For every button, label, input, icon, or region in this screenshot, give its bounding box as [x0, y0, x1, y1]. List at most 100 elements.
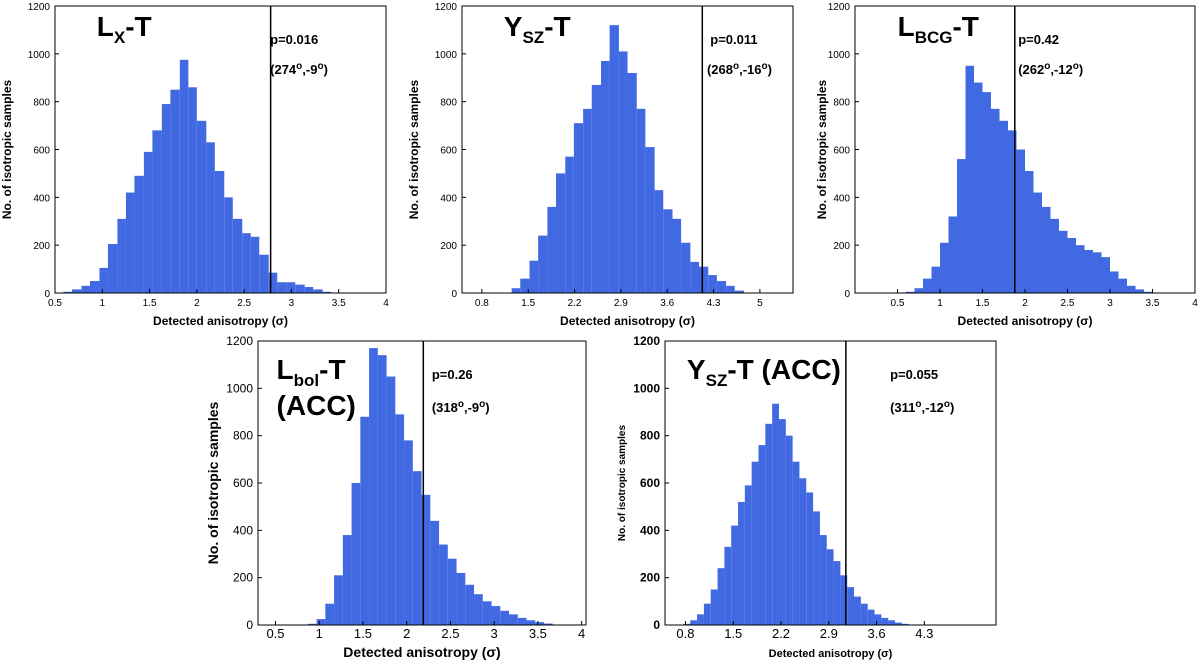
histogram-bar	[965, 65, 974, 294]
direction-label: (262o,-12o)	[1018, 61, 1083, 77]
histogram-bar	[63, 291, 73, 293]
x-axis-label: Detected anisotropy (σ)	[343, 644, 500, 660]
histogram-bar	[529, 260, 539, 293]
histogram-bar	[792, 461, 800, 625]
histogram-bar	[744, 485, 752, 625]
y-tick-label: 1200	[28, 2, 51, 13]
histogram-bar	[627, 72, 637, 293]
histogram-bar	[894, 622, 902, 625]
histogram-bar	[906, 291, 915, 293]
histogram-bar	[734, 290, 745, 293]
histogram-bar	[982, 92, 991, 293]
y-tick-label: 400	[640, 523, 660, 537]
histogram-bar	[840, 575, 848, 625]
histogram-bar	[901, 623, 909, 625]
panel-title: YSZ-T	[504, 11, 571, 47]
y-tick-label: 1000	[435, 50, 458, 61]
histogram-bar	[957, 159, 966, 293]
x-tick-label: 0.8	[475, 298, 489, 309]
histogram-bar	[1076, 245, 1085, 293]
histogram-bar	[81, 285, 90, 293]
histogram-bar	[778, 419, 786, 625]
histogram-bar	[304, 287, 314, 293]
histogram-bar	[999, 120, 1008, 293]
histogram-bar	[377, 355, 387, 625]
x-tick-label: 3	[491, 626, 498, 641]
x-tick-label: 3.6	[868, 626, 886, 641]
y-tick-label: 800	[440, 98, 457, 109]
histogram-bar	[511, 288, 521, 293]
histogram-bar	[573, 123, 584, 293]
x-tick-label: 2.5	[441, 626, 459, 641]
histogram-bar	[224, 197, 233, 293]
x-axis-label: Detected anisotropy (σ)	[769, 648, 893, 660]
histogram-bar	[1033, 192, 1042, 293]
histogram-bar	[703, 603, 711, 625]
y-tick-label: 400	[833, 193, 850, 204]
histogram-bar	[717, 568, 725, 625]
histogram-bar	[316, 619, 326, 625]
p-value-label: p=0.42	[1018, 32, 1059, 47]
x-tick-label: 2	[403, 626, 410, 641]
y-tick-label: 1000	[828, 50, 851, 61]
y-tick-label: 0	[44, 289, 50, 300]
histogram-bar	[465, 584, 475, 625]
histogram-bar	[1050, 218, 1059, 293]
y-tick-label: 1200	[226, 334, 253, 348]
histogram-bar	[847, 587, 855, 625]
histogram-bar	[940, 242, 949, 293]
p-value-label: p=0.016	[270, 32, 318, 47]
histogram-bar	[672, 218, 682, 293]
y-tick-label: 800	[233, 429, 253, 443]
histogram-bar	[232, 218, 243, 293]
y-tick-label: 600	[833, 146, 850, 157]
histogram-bar	[565, 156, 574, 293]
histogram-bar	[456, 572, 466, 625]
histogram-bar	[134, 175, 144, 293]
y-tick-label: 800	[640, 429, 660, 443]
histogram-bar	[813, 511, 820, 625]
histogram-bar	[724, 546, 732, 625]
histogram-bar	[860, 603, 868, 625]
x-tick-label: 0.5	[48, 298, 62, 309]
histogram-bar	[654, 190, 664, 293]
histogram-bar	[799, 478, 807, 625]
histogram-bar	[698, 266, 709, 293]
x-tick-label: 2	[194, 298, 200, 309]
histogram-bar	[806, 492, 814, 625]
histogram-bar	[556, 173, 566, 293]
x-tick-label: 1.5	[976, 298, 990, 309]
y-tick-label: 600	[440, 146, 457, 157]
x-tick-label: 2	[1022, 298, 1028, 309]
histogram-bar	[683, 623, 691, 625]
histogram-panel-5: 0.8 1.5 2.2 2.9 3.6 4.3 0 200 400 600 800 1000 1200 D…	[617, 334, 997, 660]
y-tick-label: 1000	[28, 50, 51, 61]
p-value-label: p=0.011	[710, 32, 757, 47]
histogram-bar	[259, 254, 269, 293]
histogram-bar	[360, 416, 370, 625]
histogram-bar	[1118, 278, 1127, 293]
histogram-bar	[125, 192, 135, 293]
histogram-bar	[854, 596, 861, 625]
histogram-bar	[1059, 230, 1068, 293]
histogram-bar	[819, 535, 827, 625]
histogram-bar	[881, 617, 889, 625]
y-tick-label: 600	[640, 476, 660, 490]
histogram-bar	[731, 525, 739, 625]
histogram-bar	[738, 501, 745, 625]
histogram-panel-2: 0.8 1.5 2.2 2.9 3.6 4.3 5 0 200 400 600 800 1000 1200…	[407, 2, 794, 328]
histogram-bar	[1067, 237, 1076, 293]
histogram-bar	[923, 278, 932, 293]
panel-title: LBCG-T	[898, 11, 979, 47]
histogram-bar	[482, 601, 492, 625]
p-value-label: p=0.055	[890, 367, 938, 382]
y-axis-label: No. of isotropic samples	[617, 424, 628, 541]
histogram-bar	[206, 142, 215, 293]
x-tick-label: 3.5	[332, 298, 346, 309]
x-tick-label: 1	[316, 626, 323, 641]
histogram-bar	[322, 291, 332, 293]
direction-label: (311o,-12o)	[890, 399, 954, 415]
y-axis-label: No. of isotropic samples	[0, 79, 14, 219]
y-tick-label: 200	[833, 241, 850, 252]
histogram-bar	[1144, 291, 1153, 293]
